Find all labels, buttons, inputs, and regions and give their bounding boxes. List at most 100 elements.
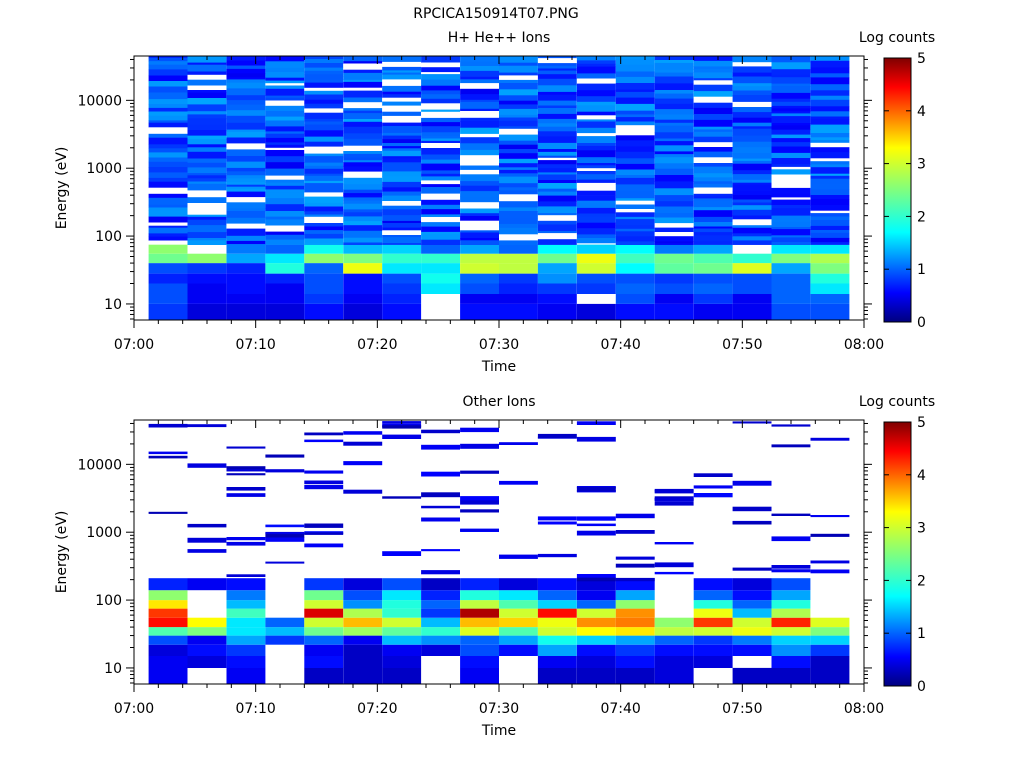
heatmap-cell [421,199,460,206]
heatmap-cell [499,114,538,118]
heatmap-cell [382,627,422,636]
heatmap-gap [771,181,811,188]
heatmap-cell [421,234,460,241]
heatmap-cell [499,126,538,130]
heatmap-cell [576,253,616,264]
heatmap-cell [343,177,383,185]
heatmap-gap [421,180,460,185]
heatmap-cell [265,142,305,146]
heatmap-cell [615,121,655,126]
heatmap-cell [421,176,460,181]
heatmap-cell [460,656,499,668]
heatmap-cell [537,244,577,254]
heatmap-cell [576,119,616,122]
heatmap-cell [810,617,850,628]
heatmap-cell [421,85,460,91]
heatmap-cell [810,244,850,254]
heatmap-cell [265,85,305,90]
y-tick-label: 1000 [86,161,122,177]
heatmap-cell [382,209,422,216]
heatmap-cell [187,92,227,99]
heatmap-cell [771,187,811,195]
heatmap-cell [771,134,811,139]
heatmap-cell [771,111,811,114]
heatmap-cell [148,273,188,284]
y-tick-label: 10 [104,661,122,677]
heatmap-cell [732,184,772,192]
heatmap-cell [460,216,499,221]
heatmap-cell [654,241,694,244]
heatmap-gap [460,160,499,166]
heatmap-cell [771,86,811,94]
heatmap-cell [771,644,811,656]
heatmap-gap [382,105,422,112]
heatmap-cell [615,216,655,220]
heatmap-trace [499,480,538,485]
heatmap-cell [304,183,344,190]
heatmap-cell [576,228,616,235]
heatmap-cell [810,147,850,153]
heatmap-cell [343,635,383,645]
heatmap-cell [382,215,422,222]
heatmap-cell [421,608,460,618]
heatmap-cell [615,212,655,218]
heatmap-gap [460,133,499,138]
heatmap-cell [148,172,188,179]
heatmap-gap [654,232,694,237]
heatmap-cell [576,174,616,180]
heatmap-cell [343,193,383,196]
heatmap-cell [771,244,811,254]
heatmap-cell [187,104,227,112]
heatmap-cell [382,220,422,224]
heatmap-cell [771,125,811,131]
heatmap-cell [226,228,266,232]
heatmap-cell [810,627,850,636]
heatmap-cell [537,85,577,93]
heatmap-gap [693,80,733,85]
heatmap-cell [460,94,499,101]
heatmap-trace [148,511,188,514]
heatmap-cell [265,283,305,294]
heatmap-cell [460,196,499,203]
heatmap-cell [187,79,227,86]
heatmap-cell [810,56,850,62]
heatmap-cell [537,283,577,294]
heatmap-cell [693,600,733,609]
heatmap-cell [343,212,383,217]
heatmap-cell [693,207,733,211]
heatmap-cell [460,99,499,103]
heatmap-cell [499,144,538,150]
heatmap-cell [343,69,383,74]
heatmap-cell [265,294,305,304]
heatmap-cell [265,189,305,194]
heatmap-cell [343,184,383,190]
heatmap-cell [460,244,499,254]
heatmap-cell [693,84,733,92]
heatmap-cell [265,88,305,96]
heatmap-cell [148,167,188,173]
heatmap-cell [382,139,422,144]
heatmap-gap [771,166,811,170]
heatmap-cell [226,590,266,601]
heatmap-cell [537,303,577,320]
heatmap-trace [732,421,772,424]
heatmap-cell [460,578,499,591]
heatmap-cell [537,91,577,95]
heatmap-cell [304,211,344,215]
heatmap-gap [421,111,460,115]
heatmap-cell [343,166,383,172]
heatmap-cell [771,108,811,112]
heatmap-cell [537,201,577,207]
heatmap-cell [499,600,538,609]
heatmap-cell [226,137,266,144]
heatmap-cell [343,200,383,205]
heatmap-cell [148,617,188,628]
heatmap-trace [421,517,460,522]
heatmap-cell [654,109,694,115]
heatmap-cell [732,227,772,234]
heatmap-cell [732,644,772,656]
heatmap-cell [421,140,460,144]
heatmap-cell [343,225,383,232]
heatmap-cell [148,627,188,636]
heatmap-cell [421,222,460,227]
